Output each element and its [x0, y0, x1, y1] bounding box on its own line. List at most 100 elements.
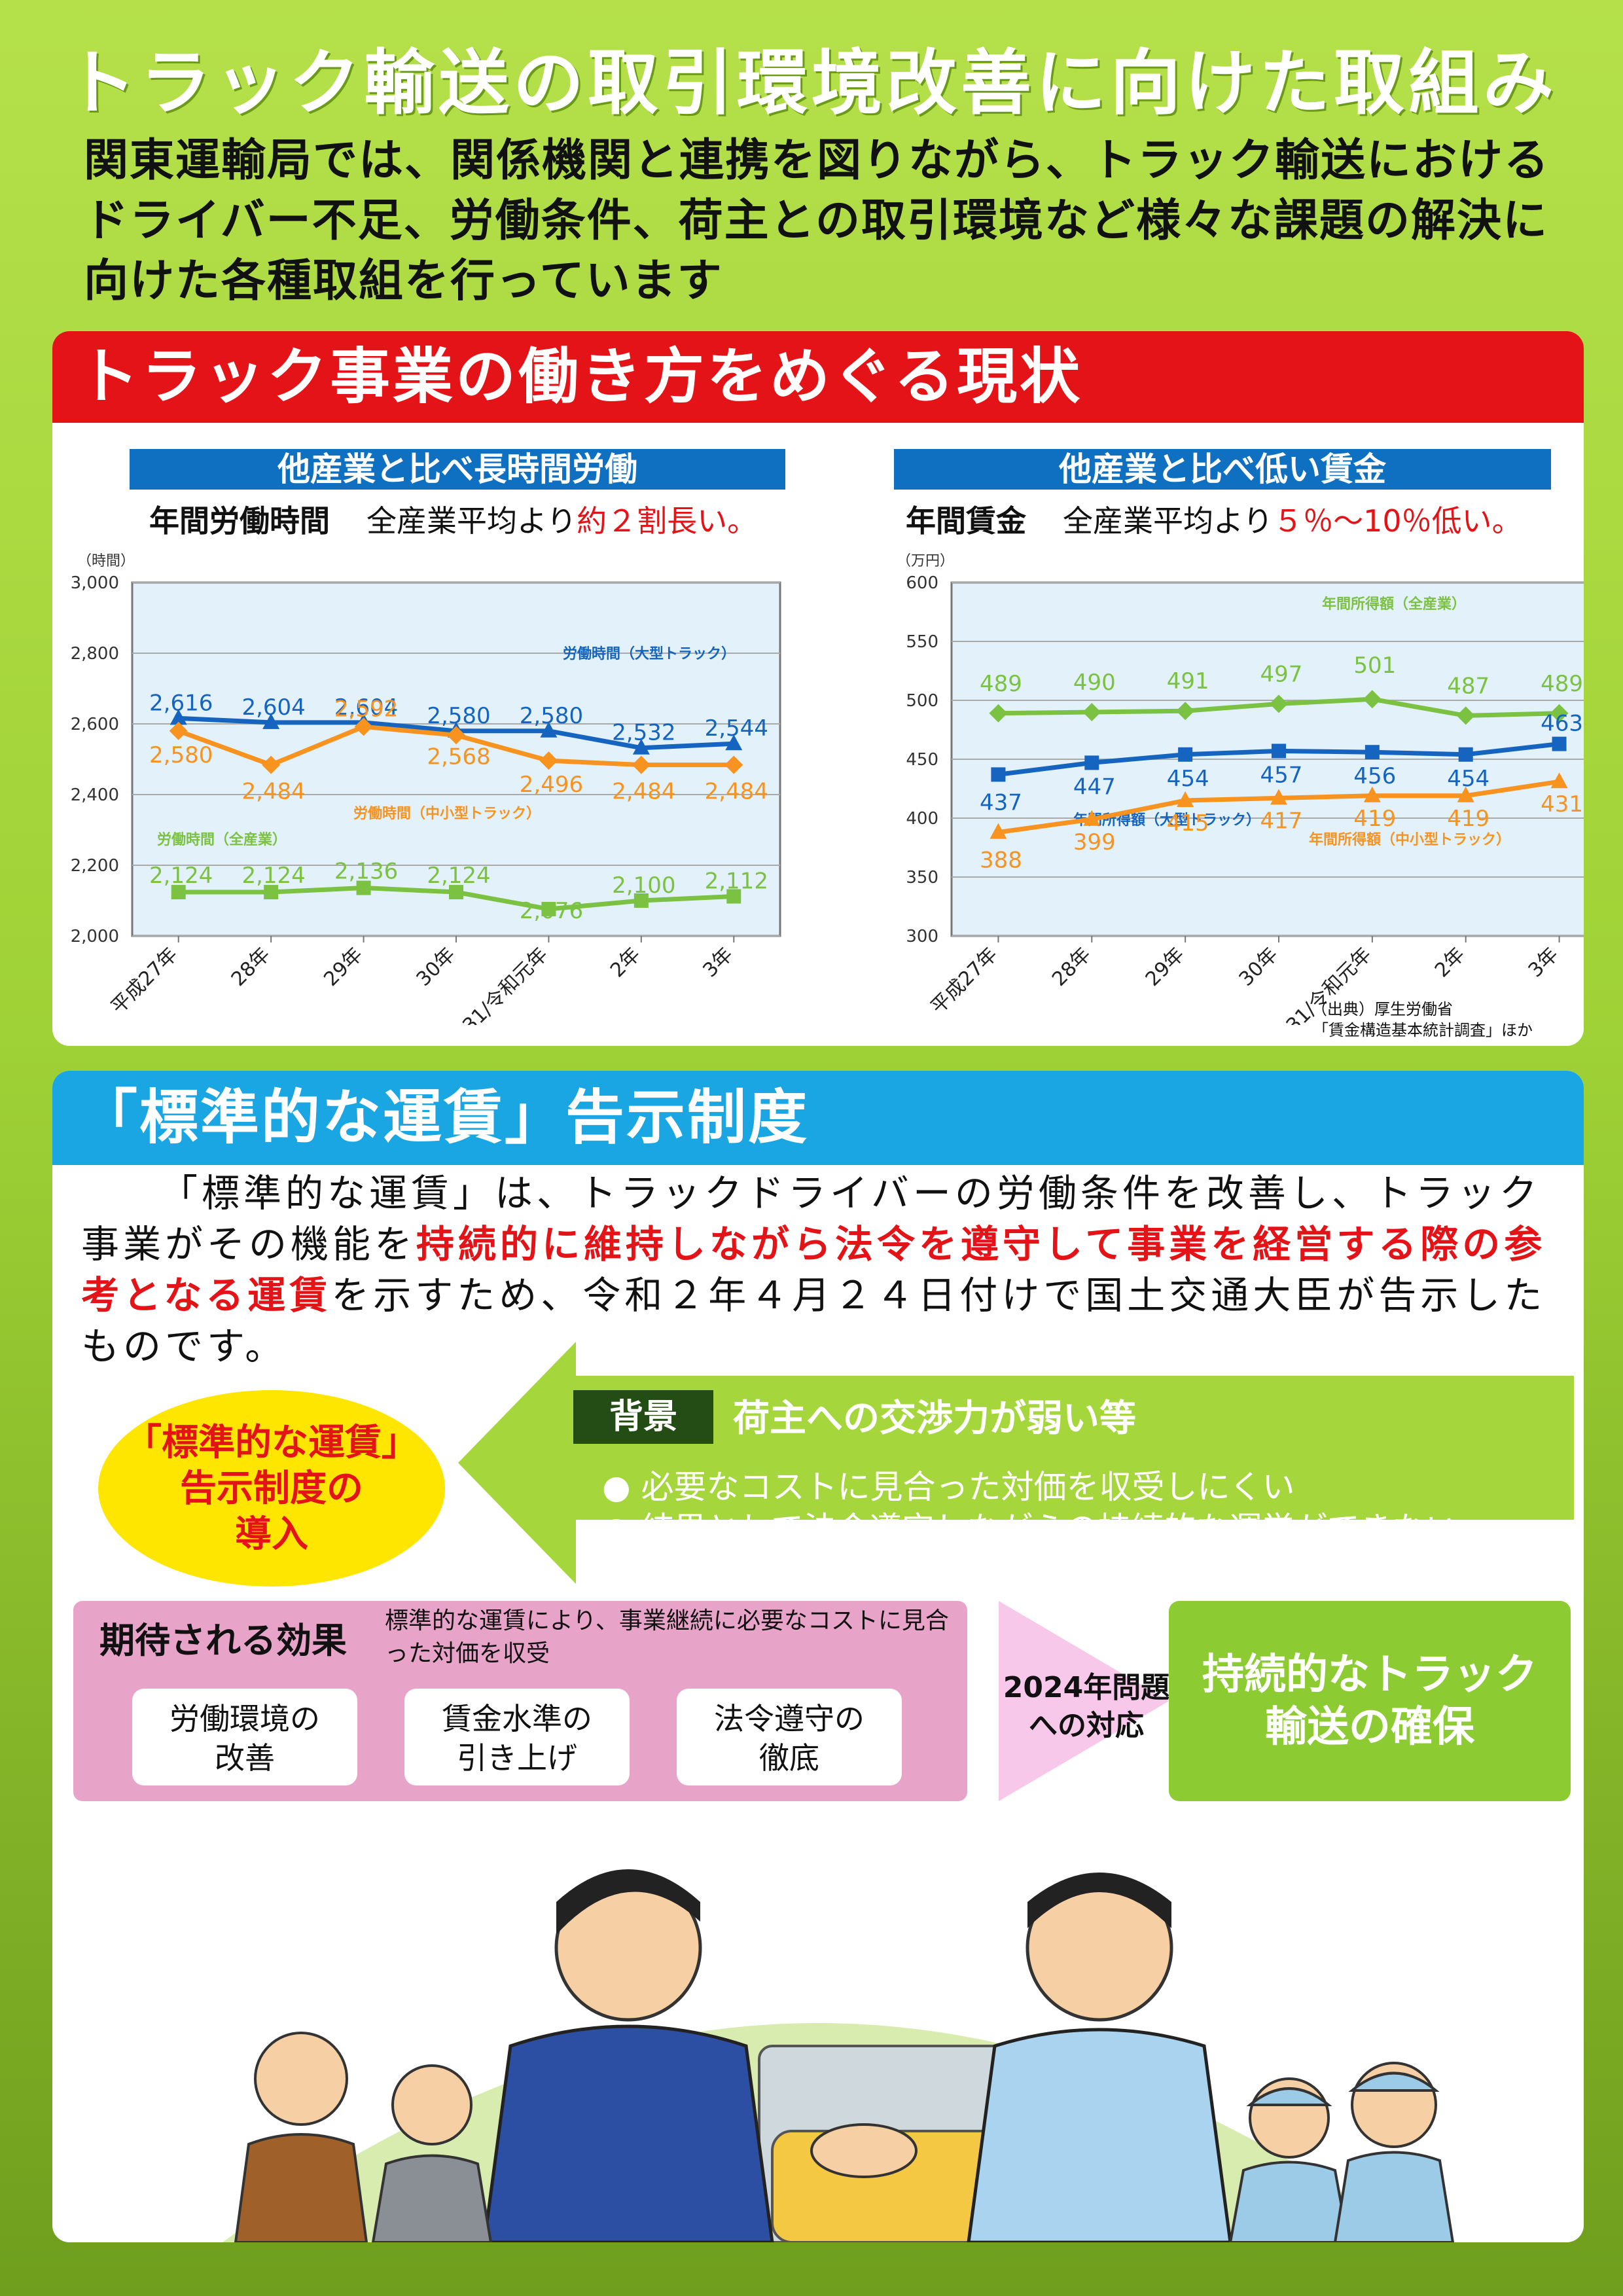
data-label: 437 — [980, 789, 1022, 816]
data-label: 2,136 — [334, 859, 398, 885]
data-label: 415 — [1167, 810, 1209, 836]
page-title: トラック輸送の取引環境改善に向けた取組み — [65, 43, 1558, 124]
y-tick-label: 300 — [906, 927, 938, 946]
data-label: 454 — [1447, 766, 1489, 792]
data-point — [1270, 694, 1288, 713]
hours-subtitle: 年間労働時間 全産業平均より約２割長い。 — [149, 497, 757, 541]
x-tick-label: 2年 — [606, 943, 645, 982]
hours-sub-bold: 年間労働時間 — [149, 503, 330, 539]
section1-heading: トラック事業の働き方をめぐる現状 — [52, 331, 1584, 423]
effects-description: 標準的な運賃により、事業継続に必要なコストに見合った対価を収受 — [385, 1607, 949, 1667]
x-tick-label: 平成27年 — [927, 943, 1002, 1018]
x-tick-label: 3年 — [1524, 943, 1563, 982]
fare-description: 「標準的な運賃」は、トラックドライバーの労働条件を改善し、トラック事業がその機能… — [81, 1168, 1560, 1372]
data-point — [632, 738, 650, 755]
data-label: 2,580 — [520, 703, 583, 729]
effect-card-compliance: 法令遵守の 徹底 — [677, 1689, 902, 1785]
data-point — [1458, 747, 1473, 762]
y-unit-label: （万円） — [897, 553, 954, 569]
background-title: 荷主への交渉力が弱い等 — [733, 1397, 1136, 1440]
data-label: 2,616 — [149, 690, 213, 716]
data-label: 2,484 — [241, 779, 305, 805]
series-name-label: 労働時間（中小型トラック） — [353, 805, 541, 822]
data-label: 2,532 — [612, 720, 675, 746]
data-point — [169, 709, 187, 725]
data-point — [1363, 690, 1382, 709]
introduction-badge: 「標準的な運賃」 告示制度の 導入 — [98, 1390, 445, 1587]
data-point — [1550, 772, 1568, 789]
data-point — [989, 704, 1008, 723]
data-point — [1176, 702, 1195, 721]
data-point — [449, 885, 463, 900]
hours-sub-red: 約２割長い。 — [577, 503, 758, 539]
x-tick-label: 29年 — [1141, 943, 1189, 991]
data-point — [540, 721, 558, 738]
data-point — [726, 889, 741, 904]
data-point — [1084, 755, 1099, 770]
data-point — [262, 713, 280, 729]
data-label: 2,484 — [705, 779, 768, 805]
source-line2: 「賃金構造基本統計調査」ほか — [1313, 1021, 1533, 1039]
y-tick-label: 2,600 — [71, 715, 119, 734]
source-line1: （出典）厚生労働省 — [1311, 1000, 1453, 1018]
fare-desc-highlight: 持続的に維持しながら法令を遵守して事業を経営する際の参考となる運賃 — [81, 1222, 1546, 1318]
data-label: 2,604 — [241, 694, 305, 721]
data-point — [1550, 704, 1569, 723]
badge-line2: 告示制度の — [180, 1467, 363, 1510]
data-label: 491 — [1167, 668, 1209, 694]
handshake-illustration — [223, 1869, 1455, 2242]
x-tick-label: 29年 — [319, 943, 367, 991]
data-label: 497 — [1260, 661, 1303, 687]
arrow-label: 2024年問題 への対応 — [1003, 1671, 1170, 1742]
hours-bar-title: 他産業と比べ長時間労働 — [130, 449, 785, 490]
x-tick-label: 31/令和元年 — [458, 943, 552, 1025]
data-point — [724, 755, 743, 774]
background-box — [569, 1376, 1574, 1520]
fare-desc-part1: 「標準的な運賃」は、トラックドライバーの労働条件を改善し、トラック事業がその機能… — [81, 1171, 1541, 1266]
x-tick-label: 3年 — [698, 943, 737, 982]
data-point — [447, 726, 465, 745]
data-point — [1178, 747, 1193, 762]
data-point — [169, 721, 188, 740]
y-tick-label: 600 — [906, 573, 938, 593]
wage-sub-normal: 全産業平均より — [1063, 503, 1274, 539]
data-point — [1272, 744, 1286, 759]
annual-wage-chart: 300 350 400 450 500 550 600 （万円） 平成27年 28年 29年 30年 3… — [897, 553, 1584, 1025]
data-label: 2,592 — [334, 696, 398, 722]
data-label: 417 — [1260, 808, 1303, 834]
data-label: 2,496 — [520, 772, 583, 798]
data-label: 489 — [1541, 671, 1583, 697]
data-point — [1364, 745, 1380, 760]
fare-desc-part2: を示すため、令和２年４月２４日付けで国土交通大臣が告示したものです。 — [81, 1273, 1546, 1369]
series-name-label: 労働時間（大型トラック） — [563, 645, 736, 662]
data-point — [1363, 786, 1381, 802]
y-tick-label: 400 — [906, 809, 938, 829]
data-label: 2,604 — [334, 694, 398, 721]
data-label: 2,580 — [427, 703, 490, 729]
data-point — [356, 880, 371, 895]
data-point — [725, 734, 743, 751]
x-tick-label: 30年 — [412, 943, 460, 991]
y-tick-label: 550 — [906, 632, 938, 652]
x-tick-label: 平成27年 — [107, 943, 182, 1018]
data-point — [171, 885, 186, 900]
data-label: 447 — [1073, 774, 1116, 800]
y-tick-label: 3,000 — [71, 573, 119, 593]
y-tick-label: 350 — [906, 868, 938, 888]
background-bullet-2: ● 結果として法令遵守しながらの持続的な運営ができない — [602, 1510, 1459, 1548]
x-tick-label: 2年 — [1431, 943, 1469, 982]
data-label: 388 — [980, 848, 1022, 874]
background-tag: 背景 — [573, 1390, 713, 1444]
x-tick-label: 28年 — [1048, 943, 1096, 991]
data-label: 2,100 — [612, 872, 675, 899]
series-name-label: 年間所得額（中小型トラック） — [1309, 831, 1510, 848]
y-tick-label: 2,400 — [71, 785, 119, 805]
pink-right-arrow — [999, 1601, 1169, 1801]
series-name-label: 年間所得額（全産業） — [1322, 596, 1466, 613]
badge-line1: 「標準的な運賃」 — [125, 1422, 418, 1464]
effect-card-wage-raise: 賃金水準の 引き上げ — [404, 1689, 630, 1785]
data-point — [262, 755, 281, 774]
y-tick-label: 450 — [906, 750, 938, 770]
data-label: 454 — [1167, 766, 1209, 792]
badge-line3: 導入 — [235, 1513, 308, 1556]
